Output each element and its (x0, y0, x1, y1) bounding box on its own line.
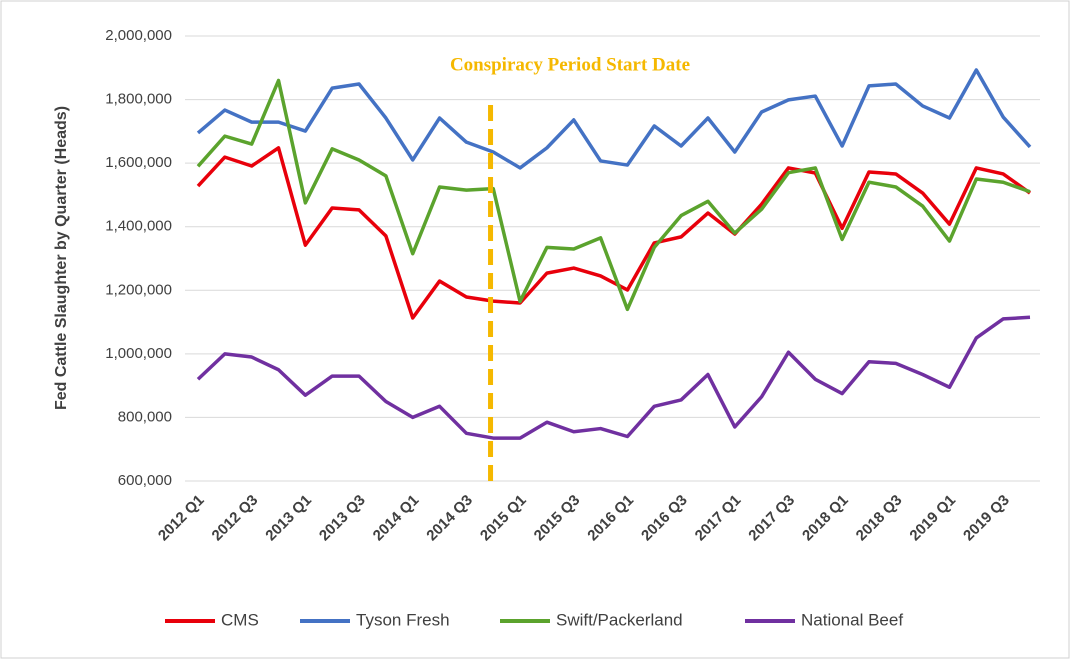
legend-label: Tyson Fresh (356, 610, 450, 629)
series-line (196, 146, 1032, 320)
y-tick-label: 1,000,000 (105, 345, 172, 362)
y-axis-title: Fed Cattle Slaughter by Quarter (Heads) (53, 106, 70, 410)
legend-label: Swift/Packerland (556, 610, 683, 629)
series-line (196, 78, 1031, 312)
y-tick-label: 800,000 (118, 408, 172, 425)
annotation: Conspiracy Period Start Date (450, 54, 690, 75)
y-tick-label: 600,000 (118, 472, 172, 489)
y-tick-label: 1,800,000 (105, 91, 172, 108)
series-line (196, 68, 1032, 170)
series-line (196, 315, 1031, 440)
y-tick-label: 1,400,000 (105, 218, 172, 235)
y-tick-label: 1,200,000 (105, 281, 172, 298)
y-tick-label: 2,000,000 (105, 27, 172, 44)
y-tick-label: 1,600,000 (105, 154, 172, 171)
legend-label: CMS (221, 610, 259, 629)
legend-label: National Beef (801, 610, 903, 629)
